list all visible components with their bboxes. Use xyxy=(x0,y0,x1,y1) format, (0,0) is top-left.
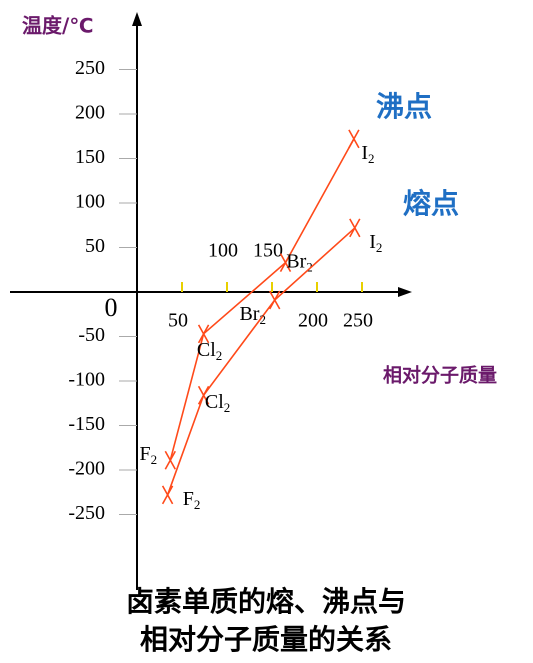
y-tick-label: -250 xyxy=(68,502,105,524)
point-label: I2 xyxy=(361,142,374,166)
point-label: Br2 xyxy=(286,250,313,274)
point-label: Br2 xyxy=(239,303,266,327)
point-marker xyxy=(164,450,176,470)
x-tick-label: 100 xyxy=(208,240,238,262)
point-marker xyxy=(161,485,174,505)
y-tick-label: -200 xyxy=(68,458,105,480)
chart-title: 相对分子质量的关系 xyxy=(140,623,392,656)
point-label: Cl2 xyxy=(197,338,222,362)
x-tick-label: 50 xyxy=(168,310,188,332)
y-tick-label: 150 xyxy=(75,146,105,168)
y-tick-label: -100 xyxy=(68,369,105,391)
x-axis-label: 相对分子质量 xyxy=(383,364,497,387)
y-tick-label: 100 xyxy=(75,191,105,213)
x-tick-label: 150 xyxy=(253,240,283,262)
x-tick-label: 200 xyxy=(298,310,328,332)
point-label: I2 xyxy=(369,231,382,255)
y-axis-arrow xyxy=(132,12,142,26)
y-tick-label: 0 xyxy=(105,293,118,322)
point-label: F2 xyxy=(139,443,157,467)
point-marker xyxy=(197,385,210,405)
point-marker xyxy=(197,324,210,344)
point-marker xyxy=(349,218,361,238)
y-axis-label: 温度/℃ xyxy=(22,14,94,38)
y-tick-label: 200 xyxy=(75,102,105,124)
point-marker xyxy=(279,253,292,273)
series-name: 沸点 xyxy=(376,90,432,123)
point-label: F2 xyxy=(183,488,201,512)
chart-title: 卤素单质的熔、沸点与 xyxy=(126,585,406,618)
point-marker xyxy=(269,290,281,310)
point-marker xyxy=(348,129,360,149)
line xyxy=(169,138,355,461)
x-axis-arrow xyxy=(398,287,412,297)
line xyxy=(166,227,356,496)
y-tick-label: -50 xyxy=(78,324,105,346)
y-tick-label: 250 xyxy=(75,57,105,79)
y-tick-label: -150 xyxy=(68,413,105,435)
point-label: Cl2 xyxy=(205,391,230,415)
series-name: 熔点 xyxy=(403,187,459,220)
y-tick-label: 50 xyxy=(85,235,105,257)
x-tick-label: 250 xyxy=(343,310,373,332)
